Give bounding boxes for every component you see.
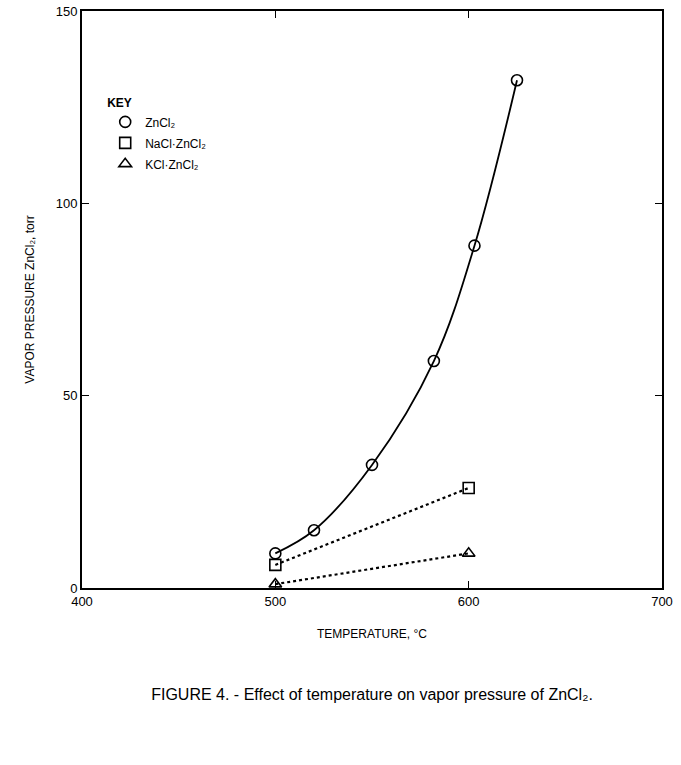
svg-text:400: 400 [71,594,93,609]
svg-text:FIGURE 4. - Effect of temperat: FIGURE 4. - Effect of temperature on vap… [151,686,593,703]
svg-text:VAPOR PRESSURE ZnCl₂, torr: VAPOR PRESSURE ZnCl₂, torr [23,215,37,383]
svg-text:700: 700 [651,594,673,609]
svg-text:150: 150 [56,4,78,19]
svg-text:NaCl·ZnCl₂: NaCl·ZnCl₂ [145,137,206,151]
svg-text:100: 100 [56,196,78,211]
svg-text:TEMPERATURE, °C: TEMPERATURE, °C [317,627,427,641]
svg-text:0: 0 [70,581,77,596]
svg-text:50: 50 [63,388,77,403]
svg-text:600: 600 [458,594,480,609]
svg-text:500: 500 [264,594,286,609]
svg-text:KCl·ZnCl₂: KCl·ZnCl₂ [145,158,199,172]
svg-text:KEY: KEY [107,96,132,110]
svg-text:ZnCl₂: ZnCl₂ [145,116,175,130]
